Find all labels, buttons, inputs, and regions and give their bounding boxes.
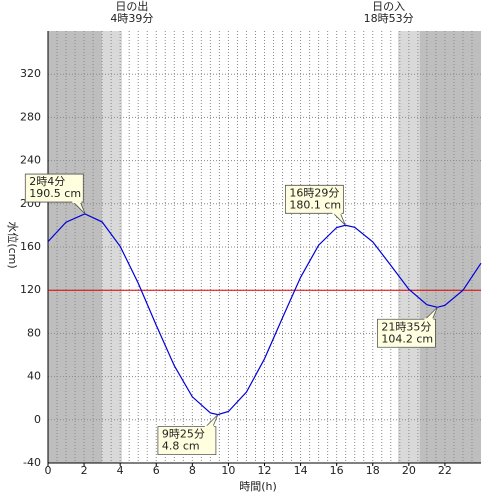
y-tick-label: 40 (27, 370, 41, 383)
x-axis-label: 時間(h) (239, 480, 277, 493)
callout-time: 9時25分 (162, 428, 205, 441)
x-tick-label: 4 (117, 464, 124, 477)
y-tick-label: 240 (20, 154, 41, 167)
sun-label: 日の入 (372, 0, 405, 13)
callout-box (157, 414, 219, 456)
y-tick-label: 280 (20, 110, 41, 123)
x-tick-label: 22 (438, 464, 452, 477)
sun-time: 4時39分 (110, 12, 153, 25)
x-tick-label: 8 (189, 464, 196, 477)
x-tick-label: 12 (258, 464, 272, 477)
y-tick-label: 160 (20, 240, 41, 253)
callout-fill (72, 201, 82, 204)
x-tick-label: 14 (294, 464, 308, 477)
callout-value: 4.8 cm (162, 440, 200, 453)
night-band (102, 31, 122, 463)
y-tick-label: 80 (27, 326, 41, 339)
y-axis-label: 水位(cm) (6, 221, 20, 268)
callout-time: 2時4分 (29, 175, 65, 188)
x-tick-label: 20 (402, 464, 416, 477)
callout-box (24, 173, 86, 215)
x-tick-label: 18 (366, 464, 380, 477)
y-tick-label: 320 (20, 67, 41, 80)
callout-box (376, 306, 438, 348)
x-tick-label: 2 (81, 464, 88, 477)
callout-time: 21時35分 (381, 320, 431, 333)
x-tick-label: 0 (45, 464, 52, 477)
callout-fill (424, 318, 434, 321)
callout-fill (204, 425, 214, 428)
x-tick-label: 16 (330, 464, 344, 477)
y-tick-label: 0 (34, 413, 41, 426)
y-tick-label: -40 (23, 456, 41, 469)
x-tick-label: 10 (221, 464, 235, 477)
callout-value: 180.1 cm (289, 198, 341, 211)
callout-value: 104.2 cm (381, 332, 433, 345)
callout-value: 190.5 cm (29, 187, 81, 200)
sun-label: 日の出 (115, 0, 148, 13)
sun-time: 18時53分 (364, 12, 414, 25)
x-tick-label: 6 (153, 464, 160, 477)
y-tick-label: 120 (20, 283, 41, 296)
callout-time: 16時29分 (289, 186, 339, 199)
callout-box (284, 184, 346, 226)
tide-line (47, 213, 482, 416)
callout-fill (332, 212, 342, 215)
